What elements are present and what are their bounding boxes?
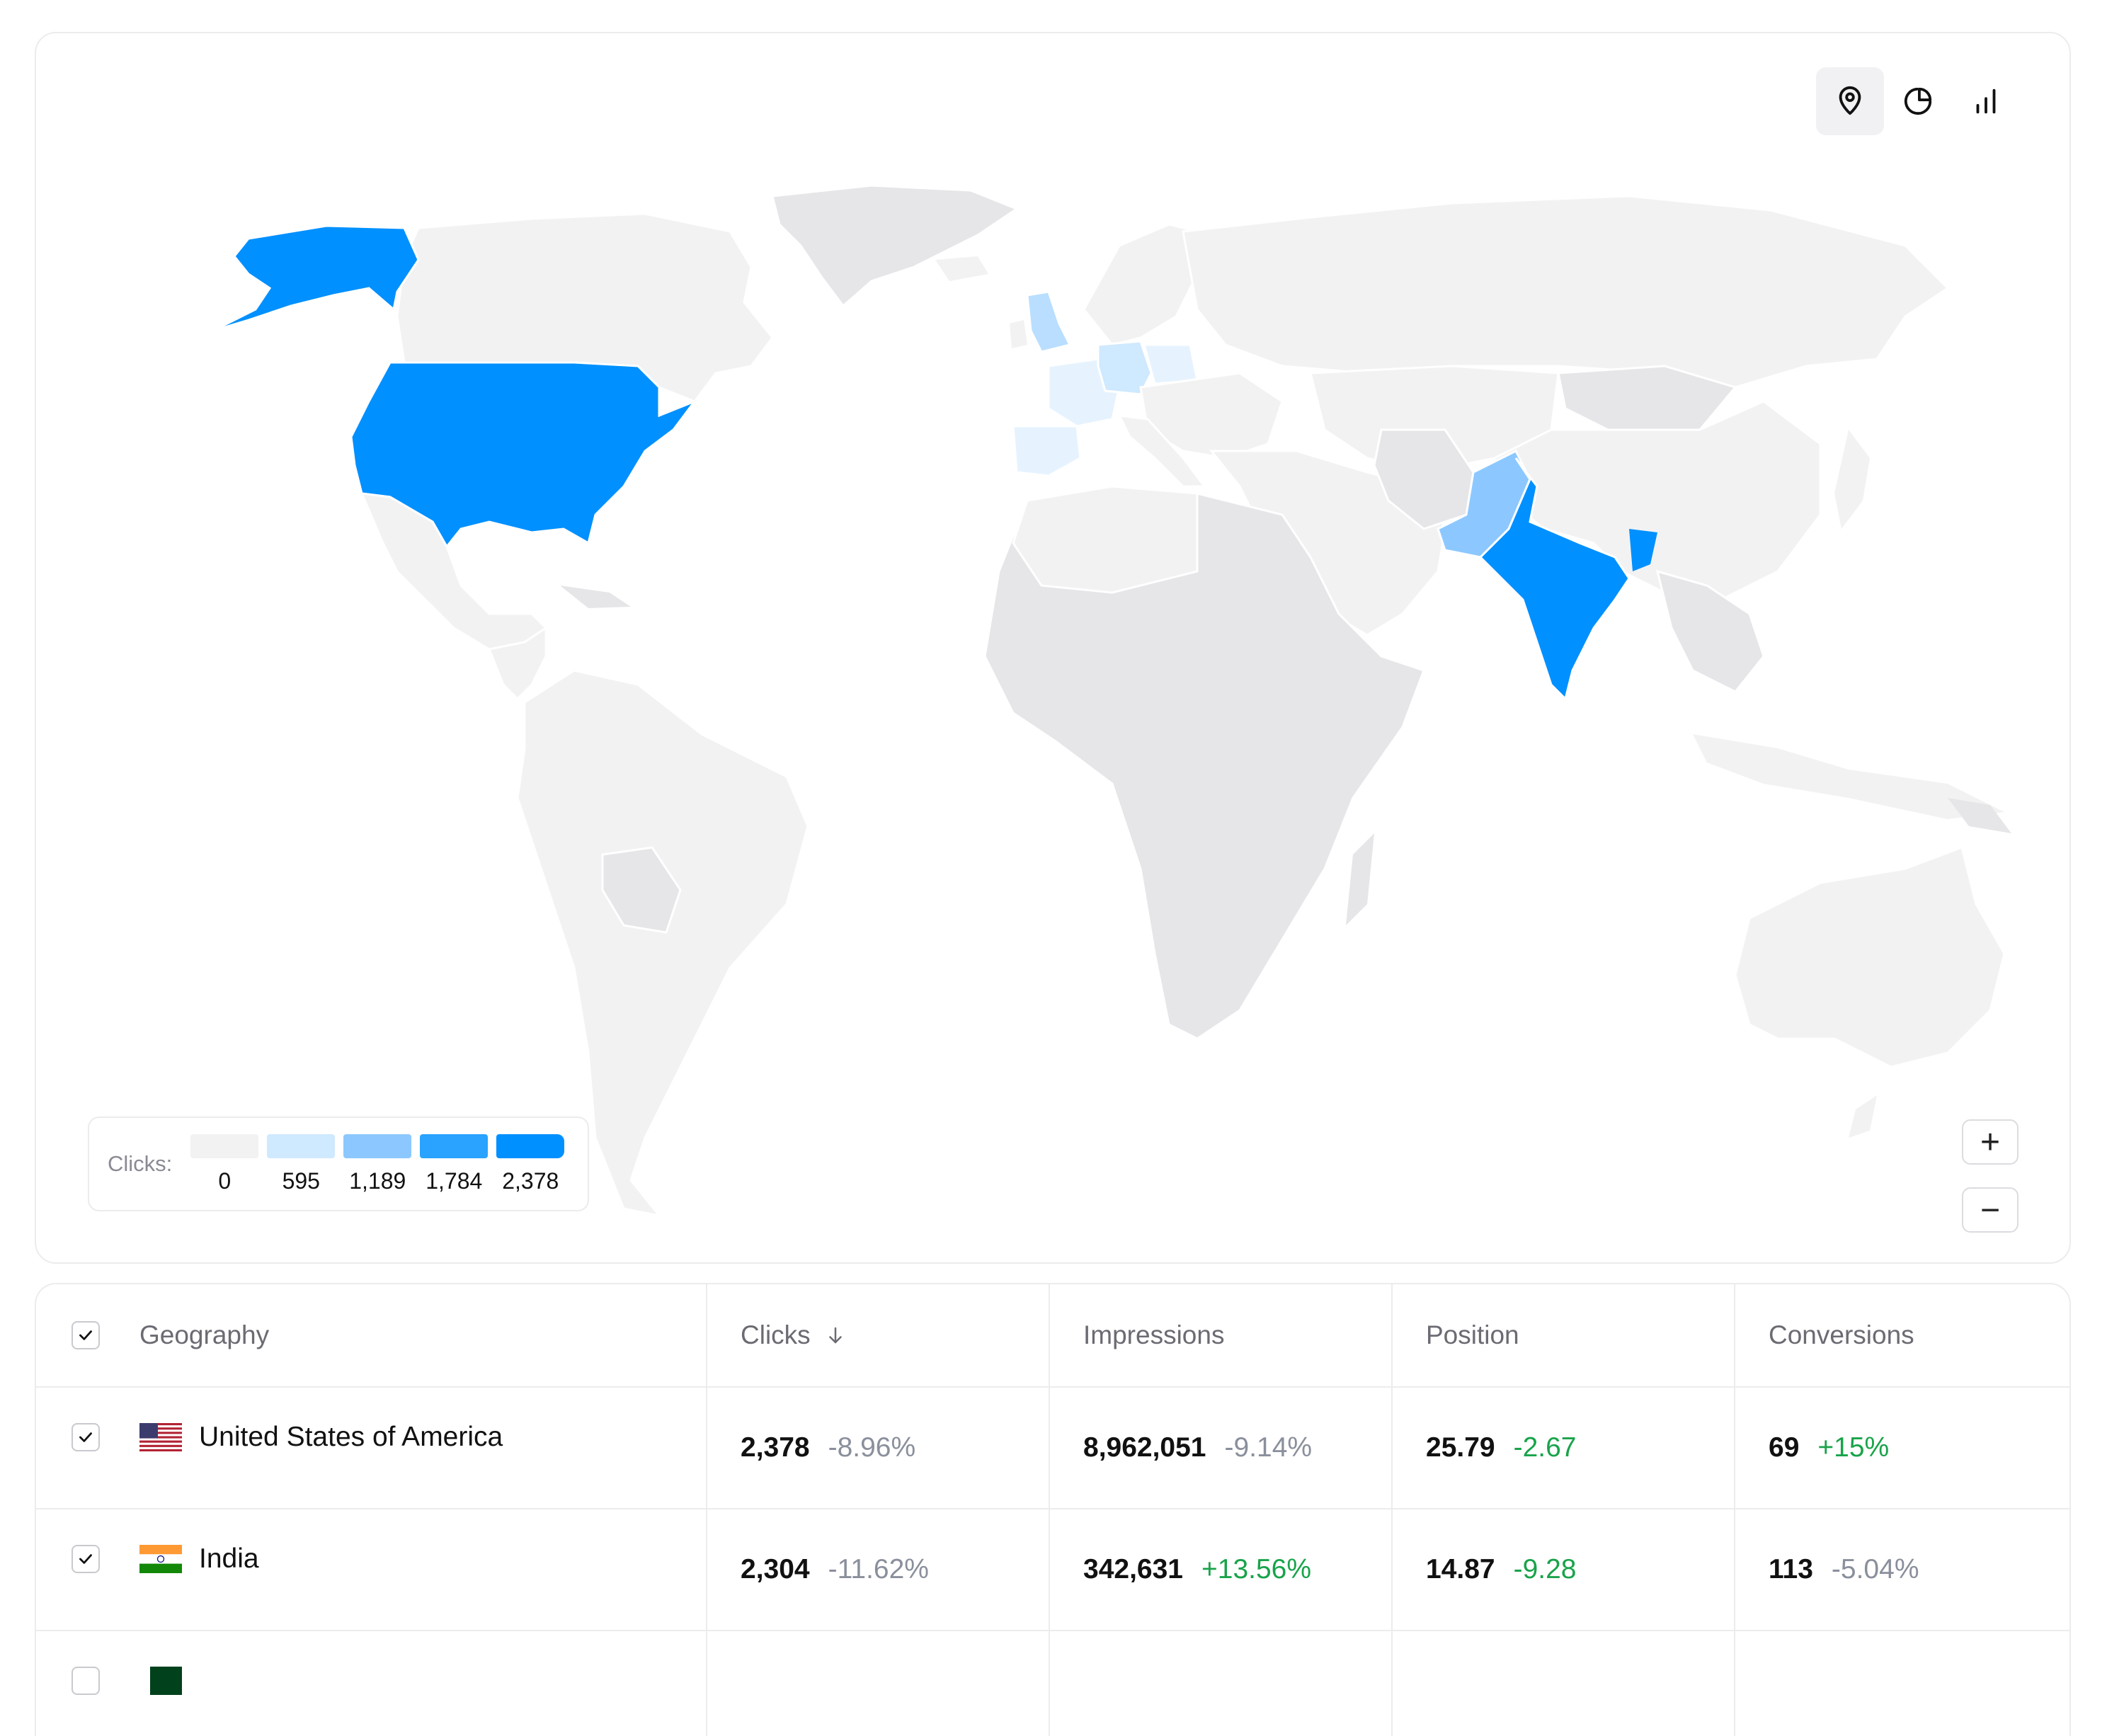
bar-view-button[interactable]: [1952, 67, 2020, 135]
country-germany[interactable]: [1097, 340, 1153, 396]
legend-tick: 1,784: [426, 1167, 483, 1194]
impressions-delta: +13.56%: [1201, 1554, 1312, 1584]
india-flag-icon: [139, 1545, 182, 1573]
country-name[interactable]: India: [199, 1543, 259, 1574]
country-india[interactable]: [1478, 457, 1631, 701]
position-value: 14.87: [1426, 1554, 1495, 1584]
pie-view-button[interactable]: [1884, 67, 1952, 135]
country-new-zealand[interactable]: [1849, 1095, 1877, 1138]
region-southeast-asia[interactable]: [1655, 569, 1765, 693]
column-divider: [1391, 1284, 1393, 1736]
region-north-africa[interactable]: [1012, 485, 1199, 594]
legend-tick: 2,378: [502, 1167, 559, 1194]
map-view-button[interactable]: [1816, 67, 1884, 135]
legend-swatch: [267, 1133, 336, 1158]
zoom-in-button[interactable]: +: [1962, 1119, 2019, 1165]
country-poland[interactable]: [1143, 343, 1199, 385]
clicks-delta: -8.96%: [828, 1432, 916, 1463]
column-divider: [1049, 1284, 1050, 1736]
country-usa-alaska[interactable]: [212, 224, 420, 332]
check-icon: [79, 1330, 92, 1340]
impressions-delta: -9.14%: [1224, 1432, 1313, 1463]
conversions-delta: +15%: [1817, 1432, 1890, 1463]
legend-scale: 0 595 1,189 1,784 2,378: [190, 1133, 565, 1194]
table-row[interactable]: India 2,304 -11.62% 342,631 +13.56% 14.8…: [36, 1509, 2069, 1631]
table-row[interactable]: [36, 1631, 2069, 1736]
arrow-down-icon[interactable]: [825, 1325, 846, 1346]
country-bangladesh[interactable]: [1629, 529, 1657, 571]
clicks-delta: -11.62%: [828, 1554, 929, 1584]
region-caribbean[interactable]: [560, 586, 631, 608]
header-conversions[interactable]: Conversions: [1769, 1320, 1914, 1349]
flag-icon: [139, 1667, 182, 1695]
impressions-value: 8,962,051: [1083, 1432, 1206, 1463]
header-clicks[interactable]: Clicks: [741, 1320, 811, 1349]
country-russia[interactable]: [1182, 195, 1950, 389]
header-geography[interactable]: Geography: [139, 1320, 270, 1349]
clicks-value: 2,304: [741, 1554, 810, 1584]
country-spain[interactable]: [1012, 425, 1082, 477]
region-south-america[interactable]: [516, 669, 809, 1218]
country-japan[interactable]: [1834, 430, 1870, 529]
us-flag-icon: [139, 1423, 182, 1451]
country-ireland[interactable]: [1010, 320, 1027, 348]
row-checkbox[interactable]: [72, 1423, 100, 1451]
legend-ticks: 0 595 1,189 1,784 2,378: [190, 1168, 564, 1194]
column-divider: [1734, 1284, 1735, 1736]
region-indonesia[interactable]: [1693, 734, 2004, 819]
region-central-america[interactable]: [487, 626, 547, 701]
row-checkbox[interactable]: [72, 1667, 100, 1695]
legend-label: Clicks:: [108, 1151, 173, 1176]
legend-tick: 1,189: [349, 1167, 406, 1194]
country-bolivia[interactable]: [601, 846, 682, 934]
clicks-value: 2,378: [741, 1432, 810, 1463]
country-papua-new-guinea[interactable]: [1948, 798, 2011, 833]
header-impressions[interactable]: Impressions: [1083, 1320, 1225, 1349]
world-map[interactable]: [36, 33, 2071, 1264]
view-switcher: [1816, 67, 2020, 135]
map-card: Clicks: 0 595 1,189 1,784 2,378 + −: [35, 32, 2071, 1264]
pie-chart-icon: [1904, 87, 1932, 115]
country-name[interactable]: United States of America: [199, 1422, 503, 1452]
select-all-checkbox[interactable]: [72, 1321, 100, 1349]
position-delta: -2.67: [1513, 1432, 1577, 1463]
header-clicks-sort[interactable]: Clicks: [741, 1284, 846, 1386]
country-iceland[interactable]: [935, 256, 988, 281]
map-pin-icon: [1839, 86, 1861, 115]
conversions-delta: -5.04%: [1831, 1554, 1919, 1584]
row-checkbox[interactable]: [72, 1545, 100, 1573]
country-australia[interactable]: [1734, 846, 2006, 1068]
check-icon: [79, 1554, 92, 1564]
country-madagascar[interactable]: [1346, 833, 1374, 925]
position-delta: -9.28: [1513, 1554, 1577, 1584]
region-italy-balkans[interactable]: [1117, 414, 1206, 488]
country-usa[interactable]: [350, 361, 698, 549]
country-greenland[interactable]: [771, 184, 1020, 308]
conversions-value: 69: [1769, 1432, 1800, 1463]
map-legend: Clicks: 0 595 1,189 1,784 2,378: [88, 1117, 589, 1211]
position-value: 25.79: [1426, 1432, 1495, 1463]
legend-swatch: [190, 1133, 259, 1158]
legend-swatch: [496, 1133, 565, 1158]
bar-chart-icon: [1976, 88, 1996, 114]
column-divider: [706, 1284, 707, 1736]
impressions-value: 342,631: [1083, 1554, 1183, 1584]
legend-swatch: [343, 1133, 412, 1158]
check-icon: [79, 1432, 92, 1442]
legend-tick: 0: [218, 1167, 232, 1194]
country-uk[interactable]: [1026, 290, 1072, 353]
legend-tick: 595: [282, 1167, 320, 1194]
country-china[interactable]: [1493, 400, 1822, 601]
region-africa[interactable]: [983, 485, 1425, 1040]
table-header: Geography Clicks Impressions Position Co…: [36, 1284, 2069, 1388]
zoom-out-button[interactable]: −: [1962, 1187, 2019, 1233]
conversions-value: 113: [1769, 1554, 1813, 1584]
table-row[interactable]: United States of America 2,378 -8.96% 8,…: [36, 1388, 2069, 1509]
legend-swatches: [190, 1133, 565, 1158]
country-canada[interactable]: [396, 212, 774, 403]
header-position[interactable]: Position: [1426, 1320, 1519, 1349]
country-iran[interactable]: [1373, 428, 1475, 530]
geography-table: Geography Clicks Impressions Position Co…: [35, 1283, 2071, 1736]
legend-swatch: [420, 1133, 489, 1158]
